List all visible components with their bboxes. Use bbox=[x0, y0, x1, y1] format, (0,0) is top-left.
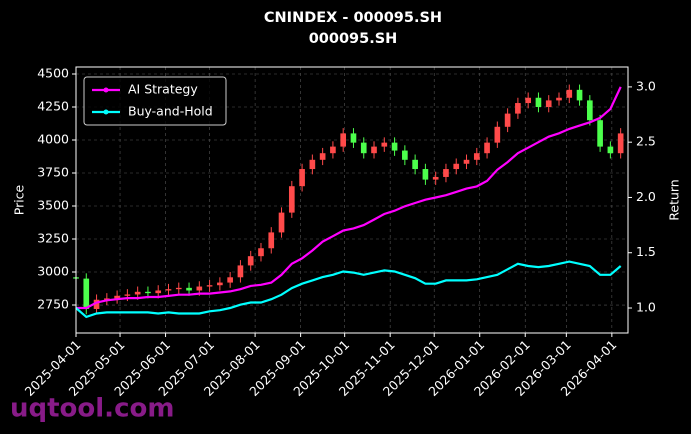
candle-body bbox=[381, 142, 388, 147]
candle-body bbox=[515, 103, 521, 114]
candle-body bbox=[175, 287, 182, 290]
candle-body bbox=[566, 89, 573, 98]
candle-body bbox=[134, 291, 141, 295]
candle-body bbox=[402, 150, 408, 160]
y-tick-label: 2750 bbox=[37, 297, 69, 312]
candle-body bbox=[217, 282, 223, 286]
candle-body bbox=[473, 153, 480, 160]
candle-body bbox=[258, 248, 264, 257]
candle-body bbox=[494, 126, 501, 143]
y-axis-label: Price bbox=[12, 184, 27, 215]
candle-body bbox=[104, 298, 110, 300]
chart-title: CNINDEX - 000095.SH bbox=[264, 10, 442, 26]
candle-body bbox=[412, 159, 418, 170]
y2-axis-label: Return bbox=[667, 179, 682, 220]
candle-body bbox=[545, 100, 552, 107]
y2-tick-label: 2.5 bbox=[636, 134, 656, 149]
candle-body bbox=[597, 120, 603, 147]
candle-body bbox=[330, 146, 336, 154]
y-tick-label: 3250 bbox=[37, 231, 69, 246]
legend-marker bbox=[103, 87, 109, 93]
candle-body bbox=[83, 278, 90, 309]
candle-body bbox=[453, 163, 460, 170]
candle-body bbox=[288, 186, 295, 213]
y2-tick-label: 1.5 bbox=[636, 244, 656, 259]
candle-body bbox=[268, 232, 275, 249]
y-tick-label: 3500 bbox=[37, 198, 69, 213]
candle-body bbox=[299, 169, 305, 187]
candle-body bbox=[227, 277, 233, 283]
candle-body bbox=[535, 97, 542, 107]
candle-body bbox=[278, 212, 285, 233]
candle-body bbox=[607, 146, 614, 154]
candle-body bbox=[186, 287, 192, 291]
candle-body bbox=[155, 290, 162, 294]
chart-subtitle: 000095.SH bbox=[309, 31, 398, 47]
candle-body bbox=[525, 97, 531, 104]
candle-body bbox=[93, 299, 100, 309]
candle-body bbox=[114, 295, 120, 299]
legend-label: Buy-and-Hold bbox=[128, 104, 213, 119]
candle-body bbox=[556, 97, 562, 101]
candle-body bbox=[443, 169, 449, 177]
candle-body bbox=[422, 169, 429, 180]
candle-body bbox=[340, 133, 347, 147]
y2-tick-label: 1.0 bbox=[636, 300, 656, 315]
candle-body bbox=[206, 285, 213, 287]
watermark: uqtool.com bbox=[10, 394, 174, 424]
candle-body bbox=[617, 133, 624, 154]
candle-body bbox=[309, 159, 316, 170]
legend-label: AI Strategy bbox=[128, 82, 198, 97]
series-line bbox=[75, 260, 622, 319]
y-tick-label: 4250 bbox=[37, 98, 69, 113]
candle-body bbox=[360, 142, 367, 154]
candle-body bbox=[196, 286, 203, 291]
candle-body bbox=[587, 100, 593, 121]
y-tick-label: 3750 bbox=[37, 165, 69, 180]
candle-body bbox=[247, 256, 254, 266]
candle-body bbox=[463, 159, 470, 164]
candle-body bbox=[391, 142, 398, 151]
candle-body bbox=[145, 291, 151, 294]
y2-tick-label: 2.0 bbox=[636, 189, 656, 204]
candle-body bbox=[484, 142, 490, 154]
candle-body bbox=[350, 133, 357, 143]
candle-body bbox=[371, 146, 377, 154]
y-tick-label: 4000 bbox=[37, 132, 69, 147]
y-tick-label: 4500 bbox=[37, 65, 69, 80]
candle-body bbox=[432, 176, 439, 180]
candle-body bbox=[504, 113, 511, 127]
y-tick-label: 3000 bbox=[37, 264, 69, 279]
candle-body bbox=[319, 153, 326, 160]
plot-frame bbox=[75, 66, 629, 334]
legend-marker bbox=[103, 109, 109, 115]
y2-tick-label: 3.0 bbox=[636, 78, 656, 93]
series-line bbox=[76, 86, 622, 310]
candle-body bbox=[576, 89, 583, 101]
candle-body bbox=[165, 289, 172, 291]
candle-body bbox=[124, 294, 131, 296]
candle-body bbox=[237, 265, 244, 278]
